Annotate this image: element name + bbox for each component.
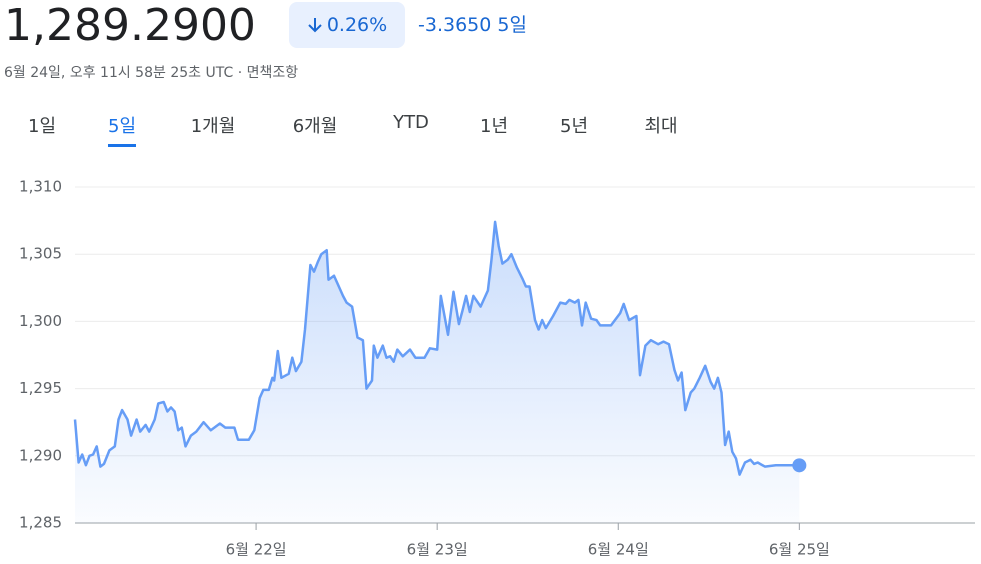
y-tick-label: 1,300 bbox=[19, 312, 62, 330]
x-tick-label: 6월 25일 bbox=[769, 541, 830, 559]
x-tick-label: 6월 24일 bbox=[588, 541, 649, 559]
y-tick-label: 1,310 bbox=[19, 178, 62, 196]
range-tab[interactable]: 1년 bbox=[479, 116, 509, 137]
down-arrow-icon bbox=[308, 18, 322, 33]
price: 1,289.2900 bbox=[4, 0, 256, 51]
period: 5일 bbox=[497, 14, 527, 36]
y-tick-label: 1,285 bbox=[19, 514, 62, 532]
change-badge: 0.26% bbox=[289, 2, 405, 48]
range-tab[interactable]: 6개월 bbox=[292, 116, 338, 137]
change-value: -3.3650 bbox=[418, 14, 492, 36]
range-tab[interactable]: 5일 bbox=[107, 112, 137, 147]
range-tab[interactable]: 1일 bbox=[27, 116, 57, 137]
price-line bbox=[73, 220, 800, 476]
range-tab[interactable]: 1개월 bbox=[190, 116, 236, 137]
x-tick-label: 6월 23일 bbox=[407, 541, 468, 559]
disclaimer-link[interactable]: 면책조항 bbox=[246, 65, 299, 81]
subtitle: 6월 24일, 오후 11시 58분 25초 UTC · 면책조항 bbox=[4, 62, 298, 82]
y-tick-label: 1,305 bbox=[19, 245, 62, 263]
change-percent: 0.26% bbox=[326, 14, 388, 36]
timestamp: 6월 24일, 오후 11시 58분 25초 UTC bbox=[4, 65, 234, 81]
range-tab[interactable]: 5년 bbox=[559, 116, 589, 137]
y-tick-label: 1,295 bbox=[19, 379, 62, 397]
y-tick-label: 1,290 bbox=[19, 446, 62, 464]
change: -3.3650 5일 bbox=[418, 10, 527, 37]
range-tab[interactable]: YTD bbox=[393, 112, 429, 133]
range-tab[interactable]: 최대 bbox=[644, 116, 678, 137]
x-tick-label: 6월 22일 bbox=[226, 541, 287, 559]
last-point bbox=[792, 458, 807, 473]
separator: · bbox=[237, 65, 243, 81]
area-fill bbox=[75, 221, 800, 523]
